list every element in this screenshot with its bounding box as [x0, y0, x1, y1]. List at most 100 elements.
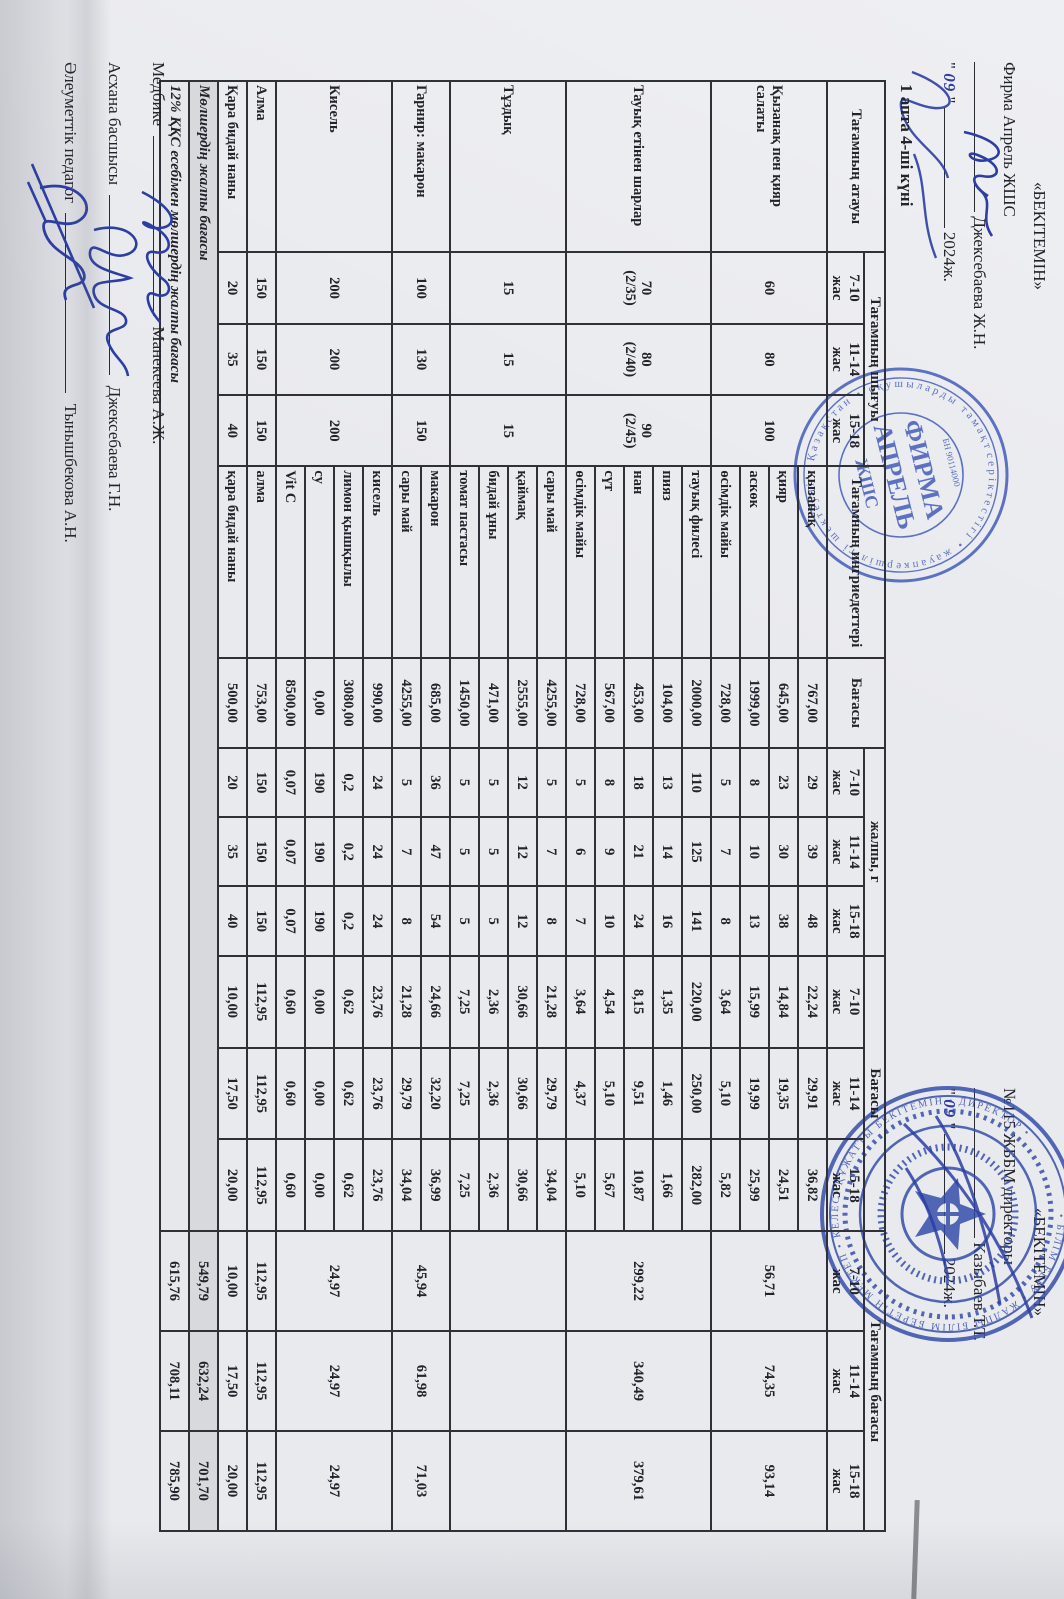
cell-unit-price: 2555,00	[507, 658, 537, 748]
cell-unit-price: 4255,00	[536, 658, 566, 748]
cell-dish-total-price: 20,00	[217, 1430, 247, 1531]
col-header-age: 11-14 жас	[826, 1331, 865, 1431]
cell-price: 1,35	[652, 955, 682, 1048]
firm-year: 2024ж.	[940, 231, 959, 282]
cell-grand-total: 708,11	[159, 1331, 189, 1431]
totals-label: Мөлшердің жалпы бағасы	[188, 81, 218, 1232]
cell-price: 112,95	[246, 955, 276, 1048]
cell-total-grams: 150	[246, 886, 276, 956]
cell-ingredient-name: бидай ұны	[478, 466, 508, 659]
cell-price: 8,15	[623, 955, 653, 1048]
cell-dish-total-price: 61,98	[391, 1331, 450, 1431]
cell-dish-total-price: 74,35	[710, 1331, 827, 1431]
cell-total-grams: 5	[478, 747, 508, 818]
cell-price: 2,36	[478, 1047, 508, 1140]
col-header-age: 15-18 жас	[826, 1430, 865, 1531]
cell-total-grams: 8	[739, 747, 769, 818]
cell-total-grams: 29	[797, 747, 827, 818]
cell-ingredient-name: пияз	[652, 466, 682, 659]
cell-output-grams: 200	[275, 252, 392, 324]
cell-ingredient-name: өсімдік майы	[710, 466, 740, 659]
cell-output-grams: 200	[275, 395, 392, 467]
cell-total-grams: 7	[536, 817, 566, 887]
cell-output-grams: 15	[449, 395, 566, 467]
cell-output-grams: 80	[710, 323, 827, 395]
cell-total-grams: 6	[565, 817, 595, 887]
cell-ingredient-name: аскөк	[739, 466, 769, 659]
cell-total-grams: 125	[681, 817, 711, 887]
cell-dish-total-price: 17,50	[217, 1331, 247, 1431]
cell-price: 250,00	[681, 1047, 711, 1140]
col-header-age: 11-14 жас	[826, 1047, 865, 1140]
cell-dish-total-price: 24,97	[275, 1430, 392, 1531]
cell-price: 0,62	[333, 1047, 363, 1140]
cell-total-grams: 16	[652, 886, 682, 956]
school-director-title: №115 ЖББМ директоры	[1000, 1088, 1019, 1265]
cell-dish-total-price: 24,97	[275, 1231, 392, 1332]
cell-ingredient-name: сүт	[594, 466, 624, 659]
cell-dish-total-price: 93,14	[710, 1430, 827, 1531]
cell-price: 29,79	[536, 1047, 566, 1140]
cell-total-grams: 7	[565, 886, 595, 956]
cell-dish-total-price	[449, 1231, 566, 1332]
cell-price: 21,28	[536, 955, 566, 1048]
cell-total-grams: 39	[797, 817, 827, 887]
totals-row: Мөлшердің жалпы бағасы 549,79 632,24 701,70	[188, 81, 218, 1531]
ingredient-row: Тауық етінен шарлар 70 (2/35) 80 (2/40) 90 (2/…	[565, 81, 711, 1531]
cell-ingredient-name: Vit C	[275, 466, 305, 659]
cell-price: 1,46	[652, 1047, 682, 1140]
cell-total-grams: 0,2	[333, 747, 363, 818]
col-header-age: 7-10 жас	[826, 252, 865, 324]
cell-total-grams: 38	[768, 886, 798, 956]
cell-dish-name: Тауық етінен шарлар	[565, 81, 711, 253]
cell-total-grams: 150	[246, 747, 276, 818]
cell-output-grams: 80 (2/40)	[565, 323, 711, 395]
cell-price: 32,20	[420, 1047, 450, 1140]
cell-total-grams: 30	[768, 817, 798, 887]
cell-price: 112,95	[246, 1047, 276, 1140]
signer-role: Медбике	[149, 62, 168, 126]
cell-price: 282,00	[681, 1139, 711, 1232]
cell-total-grams: 141	[681, 886, 711, 956]
cell-price: 5,10	[594, 1047, 624, 1140]
cell-total-grams: 36	[420, 747, 450, 818]
menu-table: Тағамның атауы Тағамның шығуы Тағамның инг…	[159, 80, 886, 1532]
cell-total-grams: 9	[594, 817, 624, 887]
cell-dish-total-price: 71,03	[391, 1430, 450, 1531]
cell-total-grams: 5	[391, 747, 421, 818]
cell-dish-name: Кисель	[275, 81, 392, 253]
cell-dish-total-price	[449, 1331, 566, 1431]
cell-price: 29,91	[797, 1047, 827, 1140]
cell-price: 5,82	[710, 1139, 740, 1232]
cell-output-grams: 90 (2/45)	[565, 395, 711, 467]
cell-total-grams: 7	[391, 817, 421, 887]
cell-price: 3,64	[710, 955, 740, 1048]
cell-unit-price: 4255,00	[391, 658, 421, 748]
cell-price: 5,10	[710, 1047, 740, 1140]
cell-dish-total-price: 112,95	[246, 1231, 276, 1332]
cell-price: 20,00	[217, 1139, 247, 1232]
cell-total-grams: 20	[217, 747, 247, 818]
cell-price: 0,00	[304, 955, 334, 1048]
col-header-age: 7-10 жас	[826, 955, 865, 1048]
cell-dish-total-price: 56,71	[710, 1231, 827, 1332]
cell-dish-total-price: 24,97	[275, 1331, 392, 1431]
cell-unit-price: 0,00	[304, 658, 334, 748]
cell-output-grams: 150	[246, 323, 276, 395]
cell-price: 14,84	[768, 955, 798, 1048]
cell-total-grams: 5	[449, 747, 479, 818]
cell-price: 29,79	[391, 1047, 421, 1140]
cell-unit-price: 990,00	[362, 658, 392, 748]
cell-total-grams: 24	[362, 817, 392, 887]
cell-price: 23,76	[362, 1047, 392, 1140]
cell-price: 10,00	[217, 955, 247, 1048]
cell-ingredient-name: томат пастасы	[449, 466, 479, 659]
cell-unit-price: 104,00	[652, 658, 682, 748]
cell-total-grams: 8	[594, 747, 624, 818]
ingredient-row: Қара бидай наны 20 35 40 қара бидай наны 500,…	[217, 81, 247, 1531]
cell-unit-price: 1999,00	[739, 658, 769, 748]
cell-total-grams: 0,07	[275, 886, 305, 956]
cell-dish-total-price: 379,61	[565, 1430, 711, 1531]
cell-ingredient-name: су	[304, 466, 334, 659]
cell-unit-price: 728,00	[710, 658, 740, 748]
